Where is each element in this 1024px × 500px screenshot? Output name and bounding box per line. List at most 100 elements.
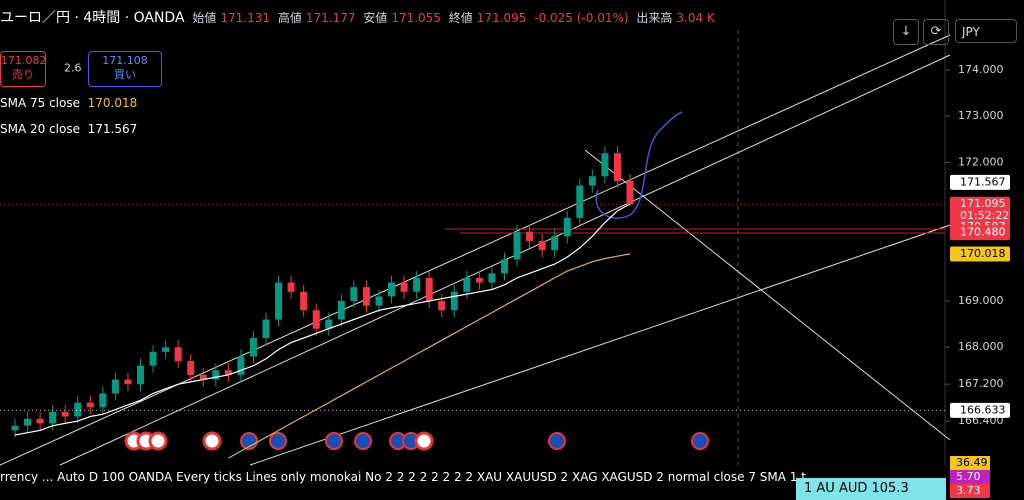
high: 171.177 [305, 11, 356, 25]
price-badge [950, 402, 1010, 418]
candle-body [475, 277, 483, 283]
change: -0.025 (-0.01%) [534, 11, 629, 25]
candle-body [425, 277, 433, 302]
candle-body [463, 277, 471, 292]
price-badge-label: 170.018 [960, 247, 1006, 260]
candle-body [613, 153, 621, 181]
candle-body [538, 240, 546, 251]
indicator-value: 171.567 [87, 122, 138, 136]
y-tick-label: 173.000 [958, 109, 1004, 122]
candle-body [375, 296, 383, 306]
open-label: 始値 [192, 11, 217, 25]
ticker-right: 1 AU AUD 105.3 [796, 478, 946, 500]
candle-body [438, 301, 446, 311]
candle-body [237, 356, 245, 375]
candle-body [312, 310, 320, 329]
close: 171.095 [476, 11, 527, 25]
price-badge-label: 166.633 [960, 403, 1006, 416]
candle-body [61, 411, 69, 417]
spread: 2.6 [64, 61, 82, 75]
candle-body [626, 180, 634, 205]
sma-line [14, 203, 631, 436]
high-label: 高値 [277, 11, 302, 25]
indicator-name: SMA 75 close [0, 96, 80, 110]
candle-body [174, 347, 182, 362]
candle-body [388, 282, 396, 297]
candle-body [488, 273, 496, 283]
candle-body [500, 259, 508, 274]
indicator-sma20: SMA 20 close 171.567 [0, 122, 137, 136]
candle-body [551, 236, 559, 251]
candle-body [287, 282, 295, 292]
candle-body [224, 370, 232, 375]
candle-body [49, 411, 57, 424]
sell-label: 売り [12, 68, 34, 81]
hand-drawn-line [595, 111, 683, 219]
candle-body [124, 379, 132, 385]
buy-price: 171.108 [102, 54, 148, 67]
candle-body [362, 287, 370, 306]
countdown: 01:52:22 [960, 209, 1009, 222]
candle-body [275, 282, 283, 320]
low: 171.055 [391, 11, 441, 25]
candle-body [513, 231, 521, 260]
candle-body [74, 402, 82, 417]
candle-body [576, 185, 584, 218]
price-badge-label: 171.567 [960, 175, 1006, 188]
header: ユーロ／円 · 4時間 · OANDA 始値 171.131 高値 171.177 … [0, 7, 719, 27]
trend-lines [0, 34, 951, 466]
side-value: 3.73 [950, 484, 990, 498]
candle-body [601, 153, 609, 177]
side-value: 5.70 [950, 470, 990, 484]
close-label: 終値 [448, 11, 473, 25]
buy-label: 買い [114, 68, 136, 81]
candle-body [24, 418, 32, 426]
price-badge-label: 171.095 [960, 197, 1006, 210]
low-label: 安値 [363, 11, 388, 25]
candle-body [400, 282, 408, 292]
y-tick-label: 172.000 [958, 155, 1004, 168]
candle-body [526, 231, 534, 241]
y-tick-label: 169.000 [958, 294, 1004, 307]
candle-body [325, 319, 333, 329]
indicator-name: SMA 20 close [0, 122, 80, 136]
open: 171.131 [220, 11, 271, 25]
candle-body [249, 337, 257, 357]
candle-body [137, 365, 145, 385]
sell-button[interactable]: 171.082 売り [0, 51, 47, 87]
price-badge [950, 246, 1010, 262]
candle-body [11, 425, 19, 431]
candle-body [563, 217, 571, 237]
candle-body [86, 402, 94, 408]
volume-label: 出来高 [636, 11, 673, 25]
sma-line [228, 253, 631, 459]
side-value: 36.49 [950, 456, 990, 470]
candle-body [300, 291, 308, 311]
y-tick-label: 168.000 [958, 340, 1004, 353]
candle-body [187, 361, 195, 375]
candle-body [162, 347, 170, 352]
currency-select[interactable]: JPY [955, 19, 1017, 43]
candle-body [36, 418, 44, 424]
side-values: 36.49 5.70 3.73 [950, 456, 990, 498]
volume: 3.04 K [676, 11, 715, 25]
y-tick-label: 167.200 [958, 377, 1004, 390]
sell-price: 171.082 [1, 54, 47, 67]
candle-body [413, 277, 421, 292]
candle-body [99, 393, 107, 408]
candle-body [337, 301, 345, 320]
refresh-button[interactable]: ⟳ [923, 19, 949, 45]
candle-body [212, 370, 220, 380]
candle-body [149, 351, 157, 366]
buy-button[interactable]: 171.108 買い [88, 51, 162, 87]
ticker: rrency ... Auto D 100 OANDA Every ticks … [0, 470, 806, 484]
price-badge [950, 225, 1010, 241]
candle-body [588, 176, 596, 186]
down-button[interactable]: ↓ [893, 19, 919, 45]
candle-body [111, 379, 119, 394]
price-badge [950, 174, 1010, 190]
y-tick-label: 174.000 [958, 63, 1004, 76]
price-badge-label: 170.480 [960, 226, 1006, 239]
